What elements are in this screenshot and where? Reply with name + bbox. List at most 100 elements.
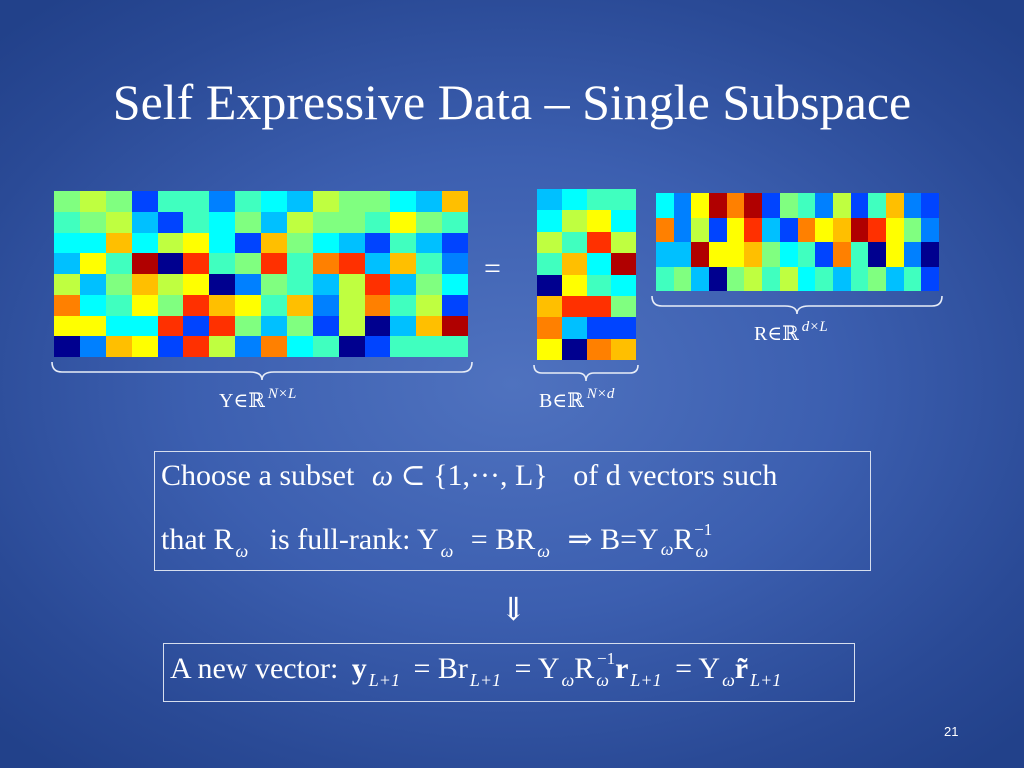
matrix-cell <box>209 232 236 254</box>
matrix-cell <box>726 266 745 291</box>
matrix-cell <box>726 193 745 218</box>
matrix-cell <box>442 336 468 357</box>
matrix-cell <box>537 210 562 232</box>
matrix-cell <box>338 232 365 254</box>
matrix-cell <box>338 253 365 274</box>
matrix-cell <box>390 232 417 254</box>
label-r: R∈ℝ d×L <box>754 319 828 345</box>
matrix-cell <box>744 242 763 267</box>
matrix-cell <box>561 317 587 339</box>
matrix-cell <box>235 294 261 316</box>
matrix-cell <box>157 253 184 274</box>
brace-b <box>533 364 639 382</box>
matrix-cell <box>79 232 106 254</box>
matrix-cell <box>850 193 869 218</box>
matrix-cell <box>235 232 261 254</box>
matrix-cell <box>157 336 184 357</box>
matrix-cell <box>54 274 80 295</box>
matrix-cell <box>235 336 261 357</box>
matrix-cell <box>537 338 562 360</box>
matrix-cell <box>131 294 158 316</box>
label-b: B∈ℝ N×d <box>539 386 615 412</box>
matrix-cell <box>286 294 313 316</box>
matrix-cell <box>779 266 798 291</box>
matrix-cell <box>611 295 636 318</box>
matrix-cell <box>709 217 727 242</box>
matrix-cell <box>586 317 612 339</box>
matrix-cell <box>338 294 365 316</box>
matrix-cell <box>286 253 313 274</box>
matrix-cell <box>903 217 922 242</box>
matrix-cell <box>850 217 869 242</box>
matrix-cell <box>286 211 313 233</box>
matrix-cell <box>364 315 391 337</box>
matrix-cell <box>779 217 798 242</box>
matrix-b-heatmap <box>537 189 636 360</box>
matrix-cell <box>416 336 443 357</box>
matrix-cell <box>364 211 391 233</box>
matrix-cell <box>611 210 636 232</box>
matrix-cell <box>868 193 886 218</box>
box1-line1: Choose a subset ω ⊂ {1,···, L} of d vect… <box>161 459 778 492</box>
matrix-cell <box>79 315 106 337</box>
matrix-cell <box>921 266 939 291</box>
matrix-cell <box>183 232 210 254</box>
matrix-cell <box>561 189 587 211</box>
matrix-cell <box>54 232 80 254</box>
matrix-cell <box>561 210 587 232</box>
matrix-cell <box>261 336 287 357</box>
matrix-cell <box>54 253 80 274</box>
matrix-cell <box>54 191 80 212</box>
matrix-cell <box>105 253 132 274</box>
matrix-cell <box>779 242 798 267</box>
matrix-cell <box>131 336 158 357</box>
matrix-cell <box>885 242 904 267</box>
matrix-cell <box>832 242 851 267</box>
matrix-cell <box>762 266 780 291</box>
matrix-cell <box>183 191 210 212</box>
matrix-cell <box>286 232 313 254</box>
matrix-cell <box>261 274 287 295</box>
matrix-cell <box>312 232 339 254</box>
matrix-cell <box>561 253 587 275</box>
label-y: Y∈ℝ N×L <box>219 386 297 412</box>
matrix-cell <box>537 231 562 254</box>
matrix-cell <box>744 193 763 218</box>
matrix-cell <box>209 274 236 295</box>
matrix-cell <box>105 232 132 254</box>
matrix-cell <box>364 232 391 254</box>
matrix-cell <box>903 193 922 218</box>
matrix-cell <box>312 191 339 212</box>
matrix-cell <box>261 253 287 274</box>
matrix-cell <box>416 211 443 233</box>
matrix-cell <box>561 295 587 318</box>
subset-selection-box: Choose a subset ω ⊂ {1,···, L} of d vect… <box>154 451 871 571</box>
matrix-cell <box>105 315 132 337</box>
matrix-cell <box>338 336 365 357</box>
matrix-cell <box>561 274 587 296</box>
matrix-cell <box>209 336 236 357</box>
matrix-cell <box>261 191 287 212</box>
matrix-cell <box>868 266 886 291</box>
matrix-cell <box>364 274 391 295</box>
matrix-cell <box>442 191 468 212</box>
matrix-cell <box>183 211 210 233</box>
matrix-cell <box>815 242 833 267</box>
matrix-cell <box>797 217 816 242</box>
matrix-cell <box>286 274 313 295</box>
matrix-cell <box>131 232 158 254</box>
matrix-cell <box>209 253 236 274</box>
matrix-cell <box>442 274 468 295</box>
matrix-cell <box>157 211 184 233</box>
page-number: 21 <box>944 724 959 739</box>
matrix-cell <box>261 211 287 233</box>
matrix-cell <box>183 294 210 316</box>
matrix-cell <box>885 217 904 242</box>
matrix-cell <box>105 191 132 212</box>
matrix-cell <box>691 266 710 291</box>
matrix-cell <box>364 253 391 274</box>
matrix-cell <box>586 295 612 318</box>
matrix-cell <box>183 253 210 274</box>
slide-title: Self Expressive Data – Single Subspace <box>112 74 912 130</box>
